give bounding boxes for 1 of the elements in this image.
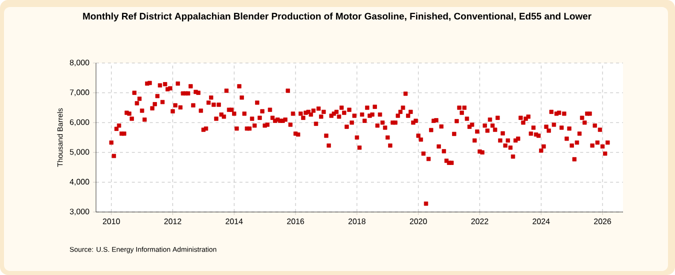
chart-title: Monthly Ref District Appalachian Blender Production of Motor Gasoline, Finished, Conventional, Ed55 and Lower [83,12,592,22]
